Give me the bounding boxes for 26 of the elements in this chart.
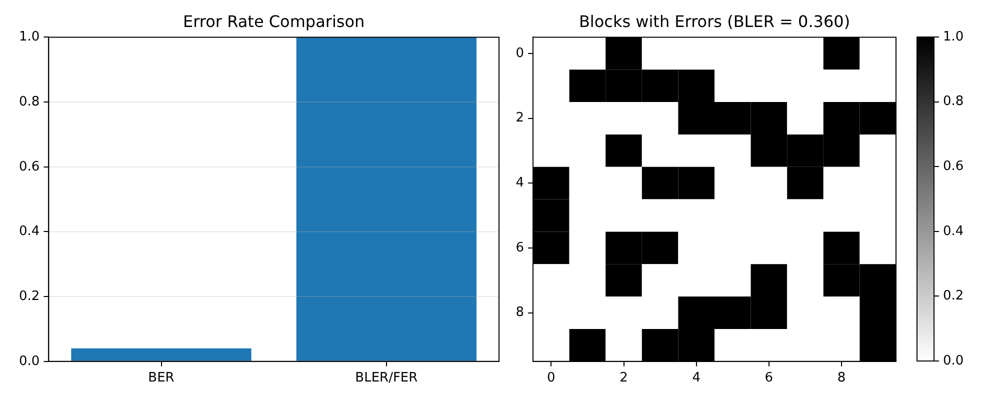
x-tick-label: 2 bbox=[620, 370, 628, 386]
y-tick-label: 8 bbox=[516, 305, 524, 320]
y-tick-label: 4 bbox=[516, 175, 524, 190]
x-tick-label: 8 bbox=[837, 370, 846, 386]
chart-title: Blocks with Errors (BLER = 0.360) bbox=[578, 12, 850, 31]
y-tick-label: 0.6 bbox=[18, 159, 40, 174]
chart-title: Error Rate Comparison bbox=[183, 12, 365, 31]
x-tick-label: BER bbox=[148, 370, 174, 386]
color-bar-label: 0.2 bbox=[943, 288, 964, 304]
y-tick-label: 0.0 bbox=[18, 354, 40, 369]
color-bar-label: 0.6 bbox=[943, 158, 964, 174]
x-tick-label: 6 bbox=[764, 370, 774, 386]
color-bar-label: 0.8 bbox=[943, 94, 964, 110]
color-bar-label: 1.0 bbox=[943, 29, 964, 44]
y-tick-label: 2 bbox=[516, 110, 524, 126]
y-tick-label: 0.4 bbox=[18, 224, 40, 240]
color-bar-label: 0.4 bbox=[943, 224, 964, 239]
y-tick-label: 0.2 bbox=[18, 288, 40, 304]
y-tick-label: 0 bbox=[516, 46, 524, 61]
x-tick-label: 0 bbox=[547, 370, 556, 386]
x-tick-label: BLER/FER bbox=[355, 370, 418, 386]
y-tick-label: 0.8 bbox=[18, 94, 40, 110]
y-tick-label: 1.0 bbox=[18, 30, 40, 45]
x-tick-label: 4 bbox=[692, 370, 700, 386]
color-bar-label: 0.0 bbox=[943, 353, 964, 368]
y-tick-label: 6 bbox=[516, 240, 524, 256]
